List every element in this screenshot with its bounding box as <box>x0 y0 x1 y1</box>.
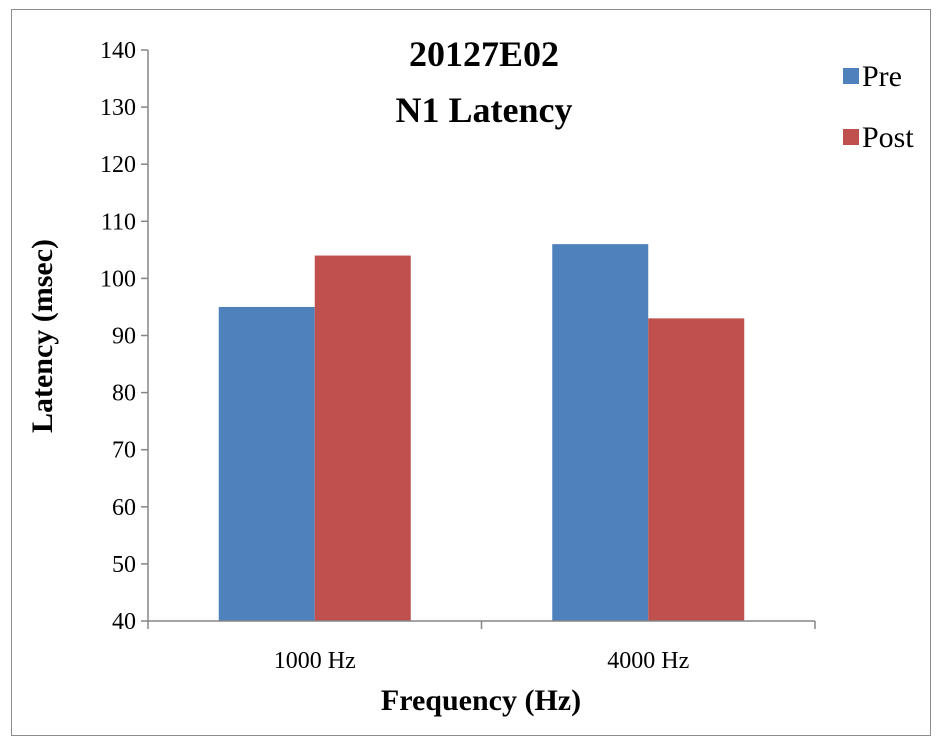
legend-label-post: Post <box>862 121 914 154</box>
y-tick-label: 40 <box>112 609 136 635</box>
x-tick-label: 1000 Hz <box>274 648 356 674</box>
y-tick-label: 120 <box>100 152 136 178</box>
bar-post-2 <box>648 318 745 621</box>
bar-pre-1 <box>218 306 315 621</box>
y-tick-label: 50 <box>112 552 136 578</box>
y-tick-label: 130 <box>100 95 136 121</box>
y-tick-label: 70 <box>112 438 136 464</box>
legend-swatch-post <box>843 129 859 145</box>
x-tick-labels: 1000 Hz 4000 Hz <box>274 648 689 674</box>
bar-post-1 <box>314 255 411 621</box>
legend-swatch-pre <box>843 68 859 84</box>
x-axis-title: Frequency (Hz) <box>381 684 581 717</box>
bar-pre-2 <box>552 244 649 621</box>
axes-group <box>141 49 816 629</box>
chart-title-line-2: N1 Latency <box>396 90 573 130</box>
legend-label-pre: Pre <box>862 60 902 93</box>
y-tick-label: 90 <box>112 324 136 350</box>
y-tick-label: 80 <box>112 381 136 407</box>
x-tick-label: 4000 Hz <box>607 648 689 674</box>
chart-title-line-1: 20127E02 <box>409 34 559 74</box>
y-tick-label: 60 <box>112 495 136 521</box>
bars-group <box>218 244 745 621</box>
y-axis-title: Latency (msec) <box>26 239 59 433</box>
y-tick-label: 140 <box>100 38 136 64</box>
y-tick-label: 110 <box>101 209 136 235</box>
legend: Pre Post <box>843 60 914 154</box>
chart-frame <box>11 9 931 736</box>
y-tick-labels: 40 50 60 70 80 90 100 110 120 130 140 <box>100 38 136 635</box>
y-tick-label: 100 <box>100 266 136 292</box>
